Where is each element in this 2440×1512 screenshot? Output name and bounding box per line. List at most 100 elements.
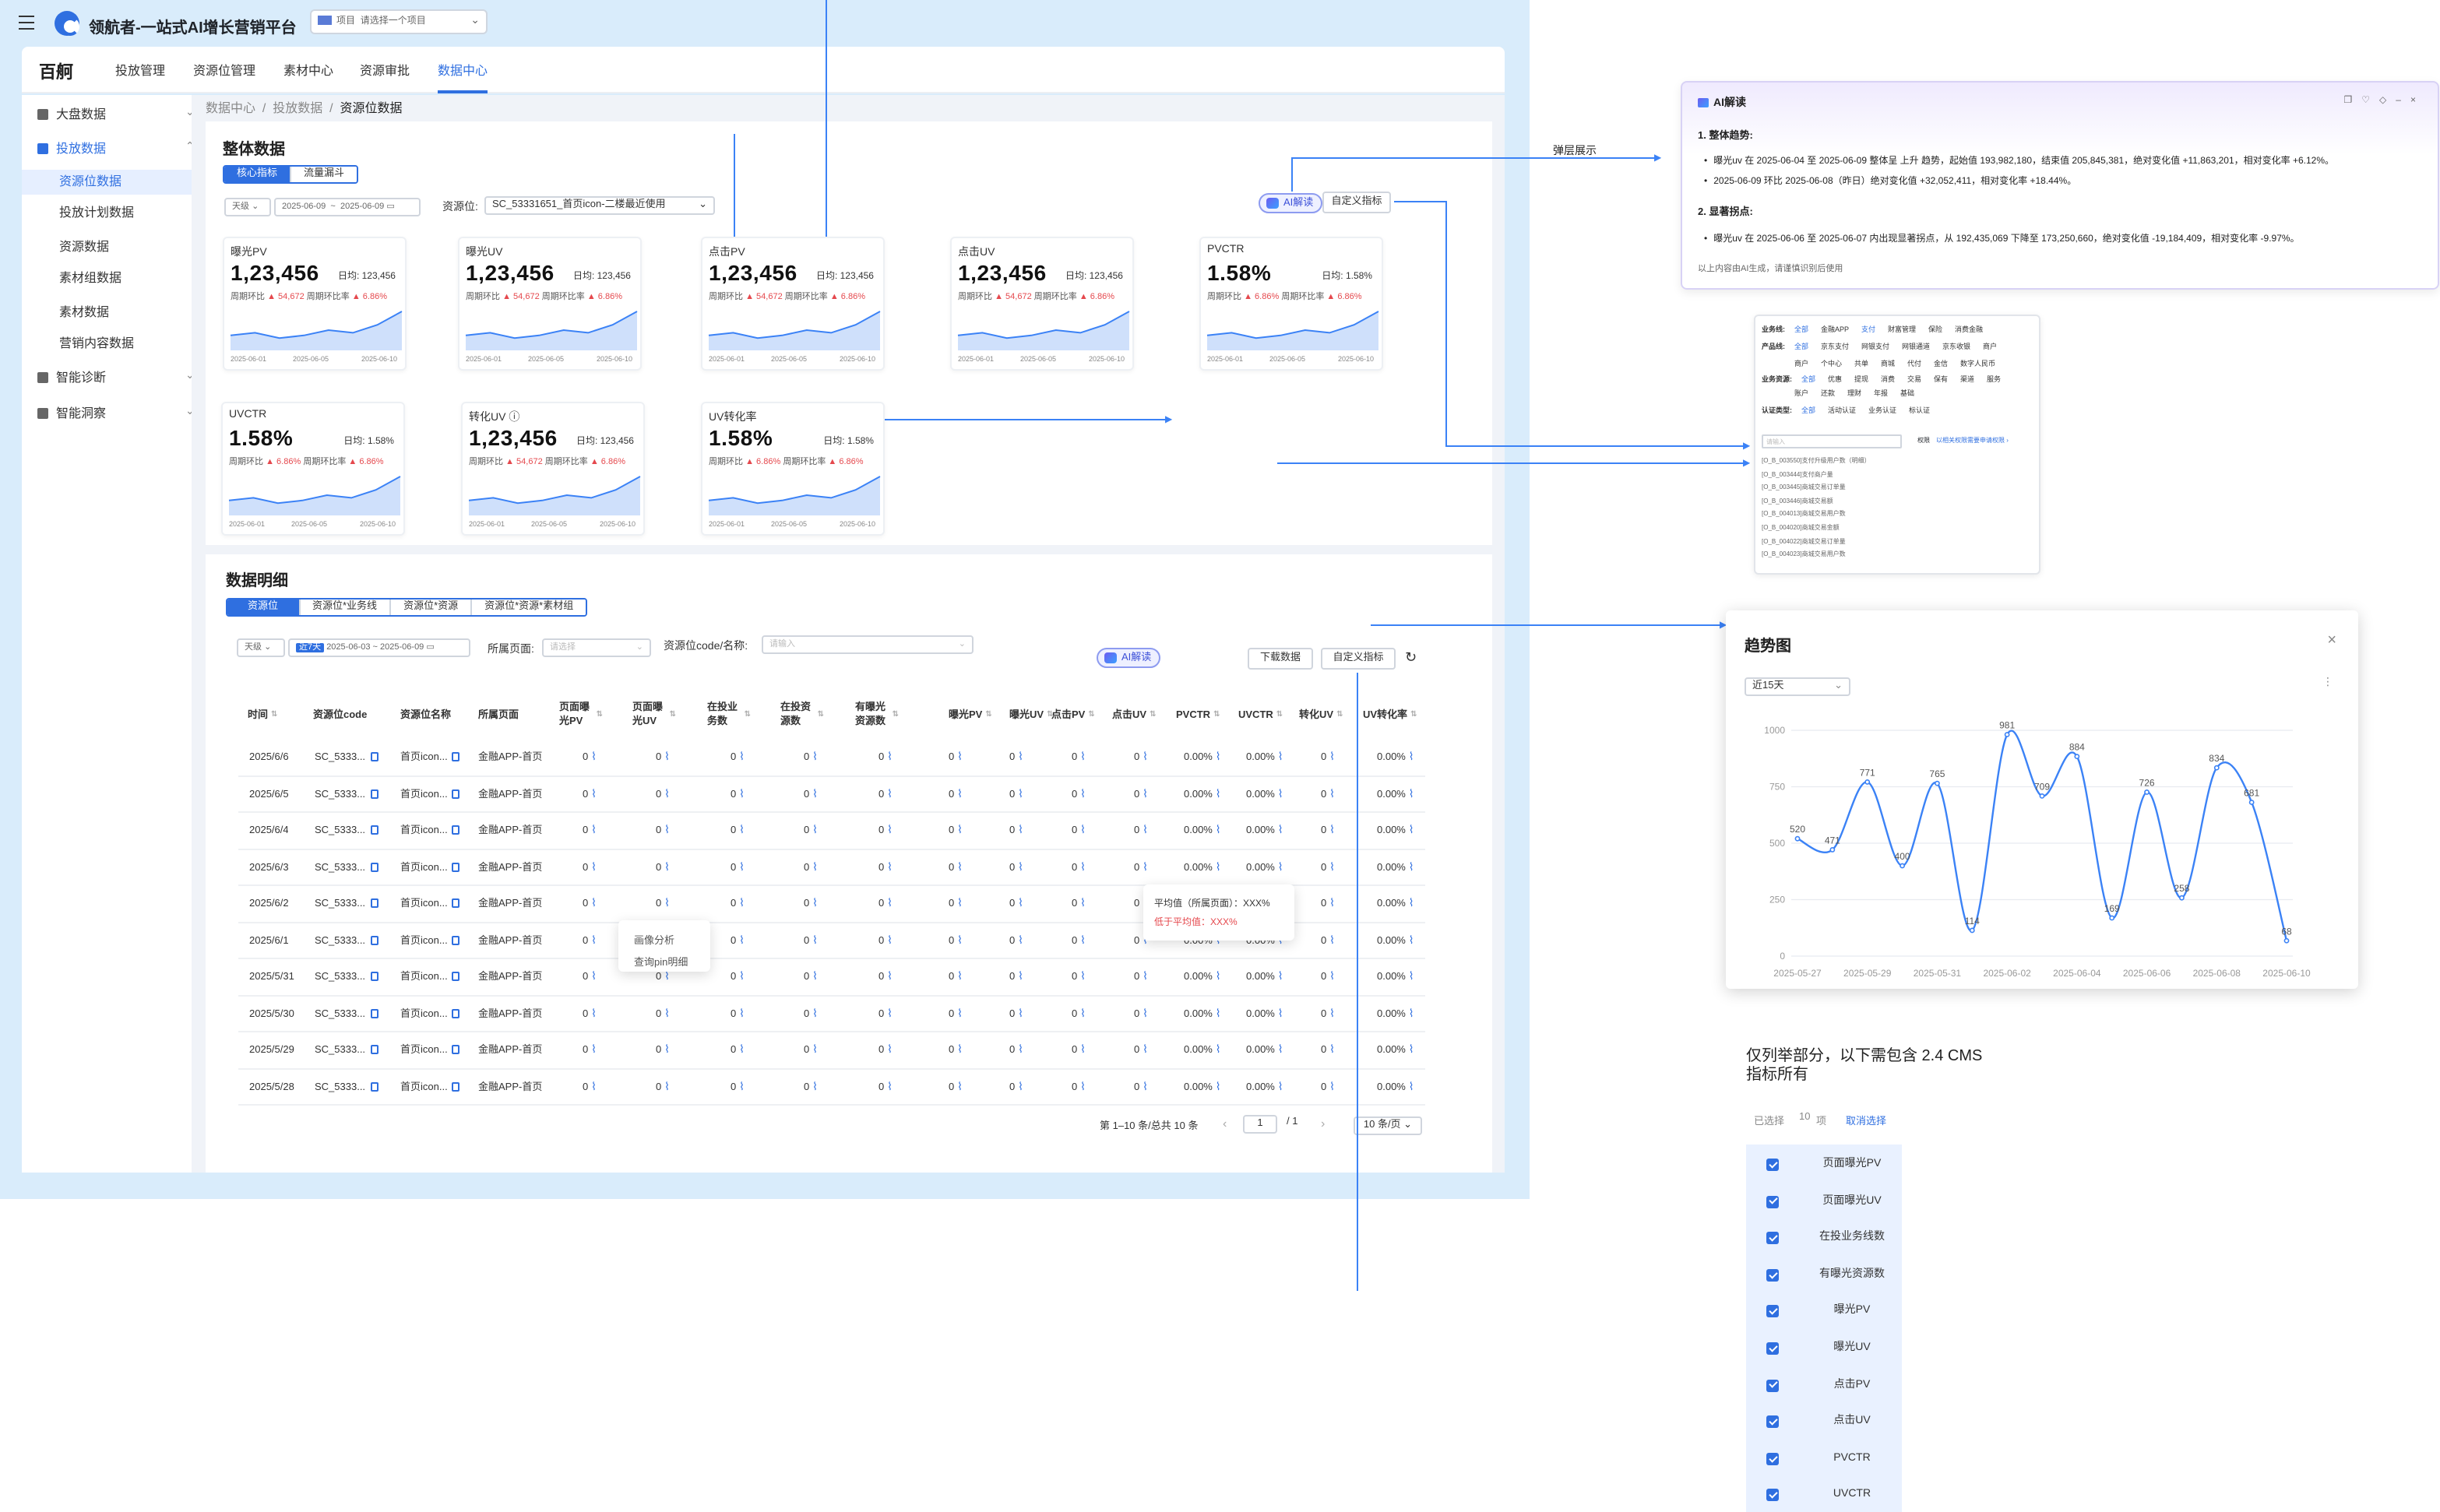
trend-link-icon[interactable]: ⌇ (1212, 1045, 1221, 1056)
filter-option[interactable]: 服务 (1987, 375, 2001, 383)
filter-option[interactable]: 金融APP (1821, 325, 1850, 333)
overview-granularity-select[interactable]: 天级 ⌄ (224, 198, 271, 216)
trend-link-icon[interactable]: ⌇ (588, 898, 597, 909)
trend-link-icon[interactable]: ⌇ (661, 972, 670, 983)
thumb-down-icon[interactable]: ◇ (2379, 97, 2396, 106)
refresh-icon[interactable]: ↻ (1405, 649, 1417, 665)
trend-link-icon[interactable]: ⌇ (1077, 1045, 1086, 1056)
trend-link-icon[interactable]: ⌇ (954, 935, 963, 946)
trend-link-icon[interactable]: ⌇ (1405, 1045, 1414, 1056)
copy-icon[interactable] (370, 1008, 378, 1018)
data-point[interactable] (1935, 780, 1940, 786)
filter-option[interactable]: 京东支付 (1821, 343, 1849, 350)
filter-list-item[interactable]: [O_B_003445]商城交易订单量 (1762, 483, 1846, 491)
sidebar-group-overview[interactable]: 大盘数据 ⌄ (37, 106, 195, 123)
trend-link-icon[interactable]: ⌇ (1139, 935, 1148, 946)
filter-option[interactable]: 共单 (1854, 360, 1868, 367)
trend-link-icon[interactable]: ⌇ (736, 752, 745, 763)
copy-icon[interactable] (452, 752, 460, 761)
trend-link-icon[interactable]: ⌇ (736, 1045, 745, 1056)
trend-link-icon[interactable]: ⌇ (809, 1008, 818, 1019)
trend-link-icon[interactable]: ⌇ (1139, 1081, 1148, 1092)
checklist-item[interactable]: 点击PV (1746, 1373, 1902, 1398)
checklist-item[interactable]: UVCTR (1746, 1483, 1902, 1508)
overview-date-range[interactable]: 2025-06-09 ~ 2025-06-09 ▭ (274, 198, 421, 216)
trend-link-icon[interactable]: ⌇ (884, 935, 893, 946)
trend-link-icon[interactable]: ⌇ (588, 752, 597, 763)
filter-list-item[interactable]: [O_B_003444]支付商户量 (1762, 469, 1833, 478)
detail-granularity-select[interactable]: 天级 ⌄ (237, 638, 285, 657)
trend-link-icon[interactable]: ⌇ (884, 825, 893, 836)
filter-option[interactable]: 网银支付 (1861, 343, 1889, 350)
copy-icon[interactable] (452, 862, 460, 871)
sort-icon[interactable]: ⇅ (1150, 709, 1157, 719)
filter-list-item[interactable]: [O_B_004022]商城交易订单量 (1762, 536, 1846, 545)
filter-option[interactable]: 代付 (1907, 360, 1921, 367)
trend-link-icon[interactable]: ⌇ (661, 1045, 670, 1056)
checkbox-checked-icon[interactable] (1766, 1195, 1779, 1208)
table-header-cell[interactable]: 点击UV ⇅ (1112, 690, 1174, 740)
metric-card[interactable]: UV转化率 1.58% 日均: 1.58% 周期环比 ▲ 6.86% 周期环比率 ▲ … (701, 402, 885, 536)
trend-link-icon[interactable]: ⌇ (1274, 972, 1283, 983)
trend-link-icon[interactable]: ⌇ (884, 752, 893, 763)
table-header-cell[interactable]: 点击PV ⇅ (1051, 690, 1114, 740)
trend-link-icon[interactable]: ⌇ (954, 789, 963, 800)
sort-icon[interactable]: ⇅ (892, 709, 899, 719)
trend-link-icon[interactable]: ⌇ (1139, 972, 1148, 983)
trend-link-icon[interactable]: ⌇ (1274, 1045, 1283, 1056)
trend-link-icon[interactable]: ⌇ (1326, 898, 1335, 909)
checkbox-checked-icon[interactable] (1766, 1489, 1779, 1502)
filter-list-item[interactable]: [O_B_003550]支付升级用户数（明细） (1762, 456, 1871, 464)
trend-link-icon[interactable]: ⌇ (1212, 752, 1221, 763)
filter-option[interactable]: 全部 (1794, 343, 1808, 350)
trend-link-icon[interactable]: ⌇ (809, 1045, 818, 1056)
trend-link-icon[interactable]: ⌇ (1405, 1081, 1414, 1092)
trend-link-icon[interactable]: ⌇ (1326, 752, 1335, 763)
trend-link-icon[interactable]: ⌇ (1326, 1081, 1335, 1092)
data-point[interactable] (2283, 937, 2290, 944)
trend-link-icon[interactable]: ⌇ (661, 862, 670, 873)
trend-link-icon[interactable]: ⌇ (588, 862, 597, 873)
trend-link-icon[interactable]: ⌇ (954, 862, 963, 873)
data-point[interactable] (1864, 779, 1871, 785)
table-header-cell[interactable]: 在投业务数 ⇅ (707, 690, 751, 740)
thumb-up-icon[interactable]: ♡ (2361, 97, 2380, 106)
copy-icon[interactable] (370, 789, 378, 798)
trend-link-icon[interactable]: ⌇ (661, 752, 670, 763)
checklist-item[interactable]: 页面曝光UV (1746, 1189, 1902, 1214)
table-header-cell[interactable]: UV转化率 ⇅ (1363, 690, 1425, 740)
trend-link-icon[interactable]: ⌇ (809, 862, 818, 873)
tab-resource-res[interactable]: 资源位*资源 (389, 600, 471, 615)
trend-link-icon[interactable]: ⌇ (588, 1081, 597, 1092)
trend-link-icon[interactable]: ⌇ (884, 972, 893, 983)
tab-traffic-funnel[interactable]: 流量漏斗 (290, 167, 357, 182)
trend-link-icon[interactable]: ⌇ (1405, 935, 1414, 946)
filter-option[interactable]: 京东收银 (1942, 343, 1970, 350)
table-header-cell[interactable]: UVCTR ⇅ (1238, 690, 1301, 740)
metric-card[interactable]: PVCTR 1.58% 日均: 1.58% 周期环比 ▲ 6.86% 周期环比率 ▲ … (1199, 237, 1383, 371)
trend-link-icon[interactable]: ⌇ (1212, 789, 1221, 800)
filter-option[interactable]: 标认证 (1909, 406, 1930, 414)
filter-list-item[interactable]: [O_B_004013]商城交易用户数 (1762, 509, 1846, 518)
trend-link-icon[interactable]: ⌇ (1274, 862, 1283, 873)
trend-link-icon[interactable]: ⌇ (1274, 1008, 1283, 1019)
trend-link-icon[interactable]: ⌇ (736, 825, 745, 836)
filter-option[interactable]: 全部 (1794, 325, 1808, 333)
nav-item-material[interactable]: 素材中心 (283, 64, 333, 78)
trend-link-icon[interactable]: ⌇ (1077, 789, 1086, 800)
filter-list-item[interactable]: [O_B_004023]商城交易用户数 (1762, 550, 1846, 558)
filter-option[interactable]: 商户 (1983, 343, 1997, 350)
trend-link-icon[interactable]: ⌇ (588, 1008, 597, 1019)
trend-link-icon[interactable]: ⌇ (1077, 1008, 1086, 1019)
copy-icon[interactable] (452, 1045, 460, 1054)
trend-link-icon[interactable]: ⌇ (1139, 1008, 1148, 1019)
trend-link-icon[interactable]: ⌇ (809, 935, 818, 946)
copy-icon[interactable] (452, 825, 460, 835)
trend-link-icon[interactable]: ⌇ (588, 1045, 597, 1056)
checkbox-checked-icon[interactable] (1766, 1415, 1779, 1429)
menu-item-pin-detail[interactable]: 查询pin明细 (634, 958, 688, 969)
table-header-cell[interactable]: 曝光UV ⇅ (1009, 690, 1072, 740)
trend-link-icon[interactable]: ⌇ (884, 862, 893, 873)
filter-option[interactable]: 网银通道 (1902, 343, 1930, 350)
trend-link-icon[interactable]: ⌇ (1212, 825, 1221, 836)
